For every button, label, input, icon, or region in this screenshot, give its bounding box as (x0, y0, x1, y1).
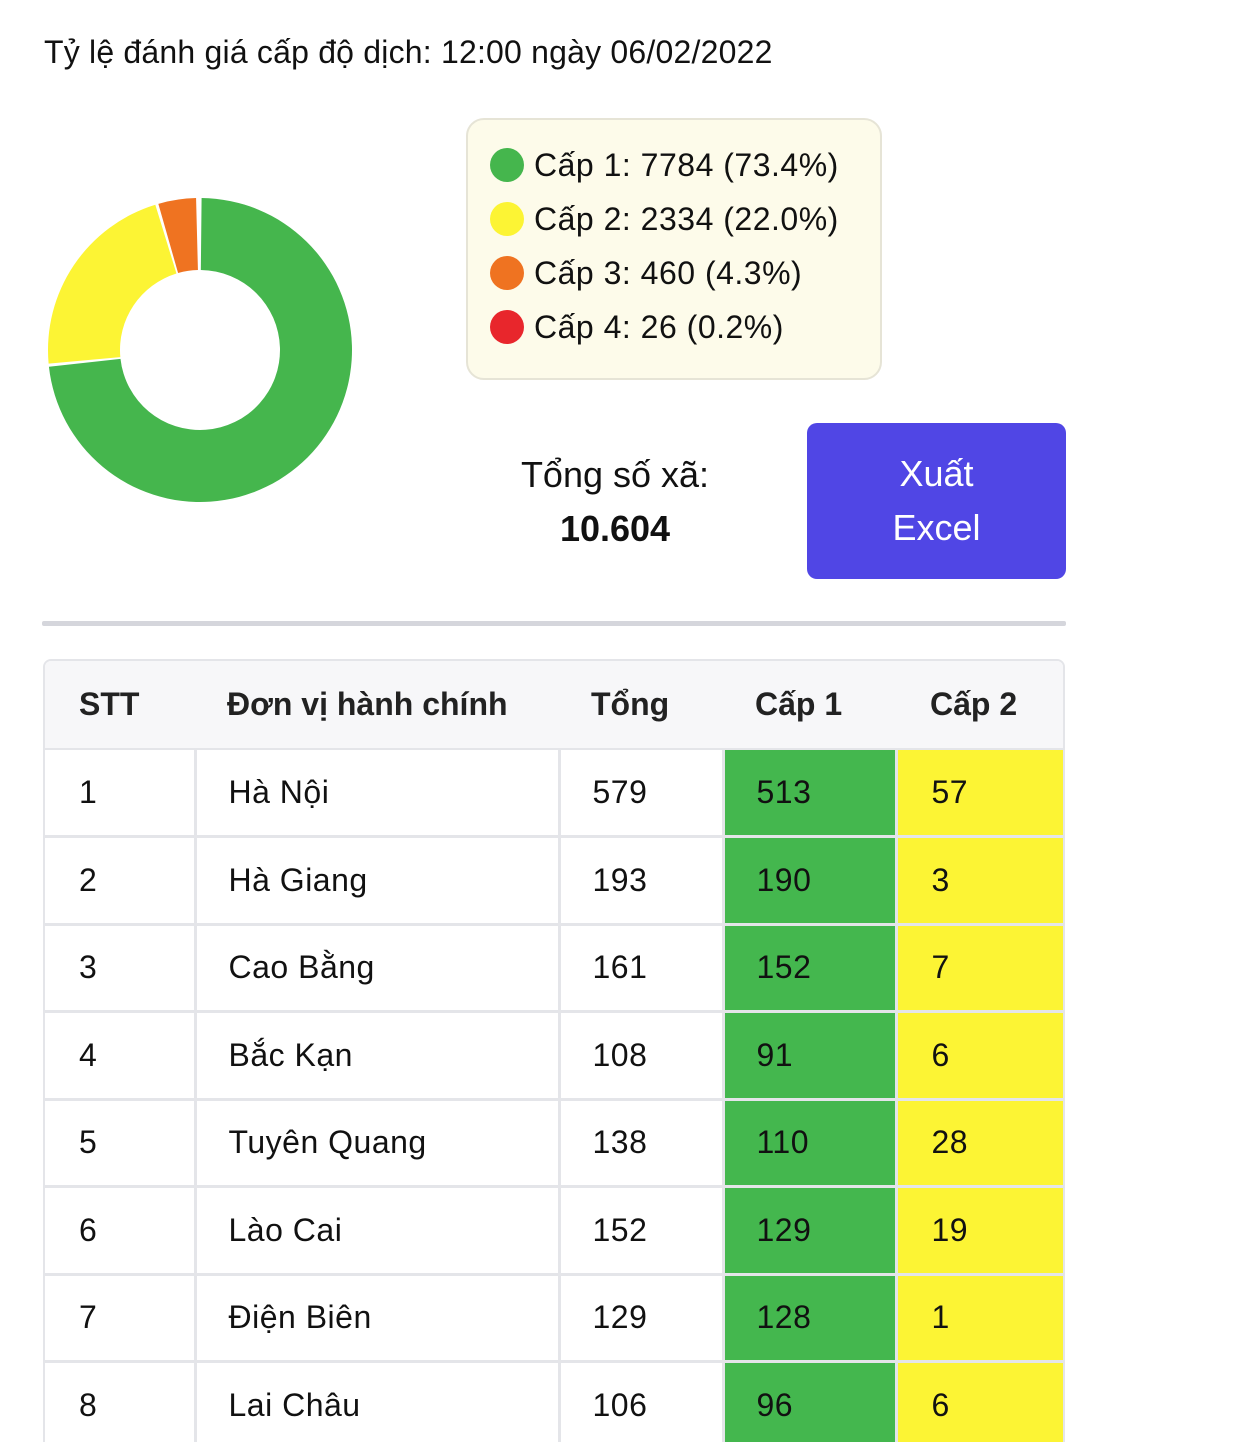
cell-unit: Tuyên Quang (195, 1099, 561, 1188)
legend-dot-cap-1 (490, 148, 524, 182)
cell-cap-1: 110 (723, 1099, 898, 1188)
legend-dot-cap-4 (490, 310, 524, 344)
cell-unit: Lào Cai (195, 1186, 561, 1276)
cell-stt: 3 (45, 924, 197, 1013)
cell-cap-1: 96 (723, 1361, 898, 1442)
header-unit[interactable]: Đơn vị hành chính (195, 661, 559, 750)
cell-cap-2: 6 (896, 1011, 1063, 1101)
cell-stt: 8 (45, 1361, 197, 1442)
cell-cap-1: 91 (723, 1011, 898, 1101)
cell-total: 138 (559, 1099, 725, 1188)
donut-slice-cấp-3 (158, 198, 198, 274)
page-title: Tỷ lệ đánh giá cấp độ dịch: 12:00 ngày 0… (44, 34, 773, 70)
cell-cap-2: 28 (896, 1099, 1063, 1188)
header-stt[interactable]: STT (45, 661, 195, 750)
cell-unit: Bắc Kạn (195, 1011, 561, 1101)
donut-slice-cấp-1 (48, 198, 352, 503)
cell-unit: Điện Biên (195, 1274, 561, 1363)
cell-unit: Hà Giang (195, 836, 561, 926)
cell-cap-2: 57 (896, 749, 1063, 838)
table-header-row: STT Đơn vị hành chính Tổng Cấp 1 Cấp 2 (45, 661, 1063, 750)
donut-chart (48, 198, 352, 503)
table-row[interactable]: 4 Bắc Kạn 108 91 6 (45, 1011, 1063, 1101)
cell-stt: 6 (45, 1186, 197, 1276)
legend-label-cap-1: Cấp 1: 7784 (73.4%) (534, 146, 839, 183)
cell-cap-2: 6 (896, 1361, 1063, 1442)
cell-unit: Cao Bằng (195, 924, 561, 1013)
table-row[interactable]: 7 Điện Biên 129 128 1 (45, 1274, 1063, 1363)
header-total[interactable]: Tổng (559, 661, 723, 750)
legend-label-cap-2: Cấp 2: 2334 (22.0%) (534, 200, 839, 237)
header-cap-1[interactable]: Cấp 1 (723, 661, 896, 750)
donut-slice-cấp-2 (48, 204, 177, 364)
cell-stt: 5 (45, 1099, 197, 1188)
data-table: STT Đơn vị hành chính Tổng Cấp 1 Cấp 2 1… (43, 659, 1065, 1442)
cell-stt: 7 (45, 1274, 197, 1363)
legend-dot-cap-3 (490, 256, 524, 290)
legend-label-cap-3: Cấp 3: 460 (4.3%) (534, 254, 803, 291)
table-row[interactable]: 5 Tuyên Quang 138 110 28 (45, 1099, 1063, 1188)
legend-item-cap-4: Cấp 4: 26 (0.2%) (490, 300, 880, 354)
cell-stt: 4 (45, 1011, 197, 1101)
total-communes: Tổng số xã: 10.604 (470, 448, 760, 556)
legend-item-cap-2: Cấp 2: 2334 (22.0%) (490, 192, 880, 246)
export-excel-button[interactable]: Xuất Excel (807, 423, 1066, 579)
section-divider (42, 621, 1066, 626)
cell-unit: Lai Châu (195, 1361, 561, 1442)
export-excel-label: Xuất Excel (892, 453, 981, 548)
chart-legend: Cấp 1: 7784 (73.4%) Cấp 2: 2334 (22.0%) … (466, 118, 882, 380)
cell-stt: 2 (45, 836, 197, 926)
cell-total: 108 (559, 1011, 725, 1101)
cell-cap-1: 129 (723, 1186, 898, 1276)
cell-total: 579 (559, 749, 725, 838)
cell-stt: 1 (45, 749, 197, 838)
cell-total: 129 (559, 1274, 725, 1363)
cell-total: 193 (559, 836, 725, 926)
cell-cap-1: 513 (723, 749, 898, 838)
table-row[interactable]: 2 Hà Giang 193 190 3 (45, 836, 1063, 926)
cell-unit: Hà Nội (195, 749, 561, 838)
cell-cap-2: 19 (896, 1186, 1063, 1276)
cell-cap-1: 190 (723, 836, 898, 926)
legend-dot-cap-2 (490, 202, 524, 236)
header-cap-2[interactable]: Cấp 2 (896, 661, 1063, 750)
table-row[interactable]: 1 Hà Nội 579 513 57 (45, 749, 1063, 838)
total-value: 10.604 (559, 508, 671, 549)
cell-total: 106 (559, 1361, 725, 1442)
cell-cap-2: 1 (896, 1274, 1063, 1363)
cell-cap-2: 7 (896, 924, 1063, 1013)
cell-cap-1: 128 (723, 1274, 898, 1363)
table-row[interactable]: 6 Lào Cai 152 129 19 (45, 1186, 1063, 1276)
cell-total: 161 (559, 924, 725, 1013)
total-label: Tổng số xã: (520, 454, 710, 495)
legend-item-cap-3: Cấp 3: 460 (4.3%) (490, 246, 880, 300)
cell-cap-2: 3 (896, 836, 1063, 926)
table-row[interactable]: 8 Lai Châu 106 96 6 (45, 1361, 1063, 1442)
table-row[interactable]: 3 Cao Bằng 161 152 7 (45, 924, 1063, 1013)
cell-total: 152 (559, 1186, 725, 1276)
legend-item-cap-1: Cấp 1: 7784 (73.4%) (490, 138, 880, 192)
cell-cap-1: 152 (723, 924, 898, 1013)
legend-label-cap-4: Cấp 4: 26 (0.2%) (534, 308, 784, 345)
